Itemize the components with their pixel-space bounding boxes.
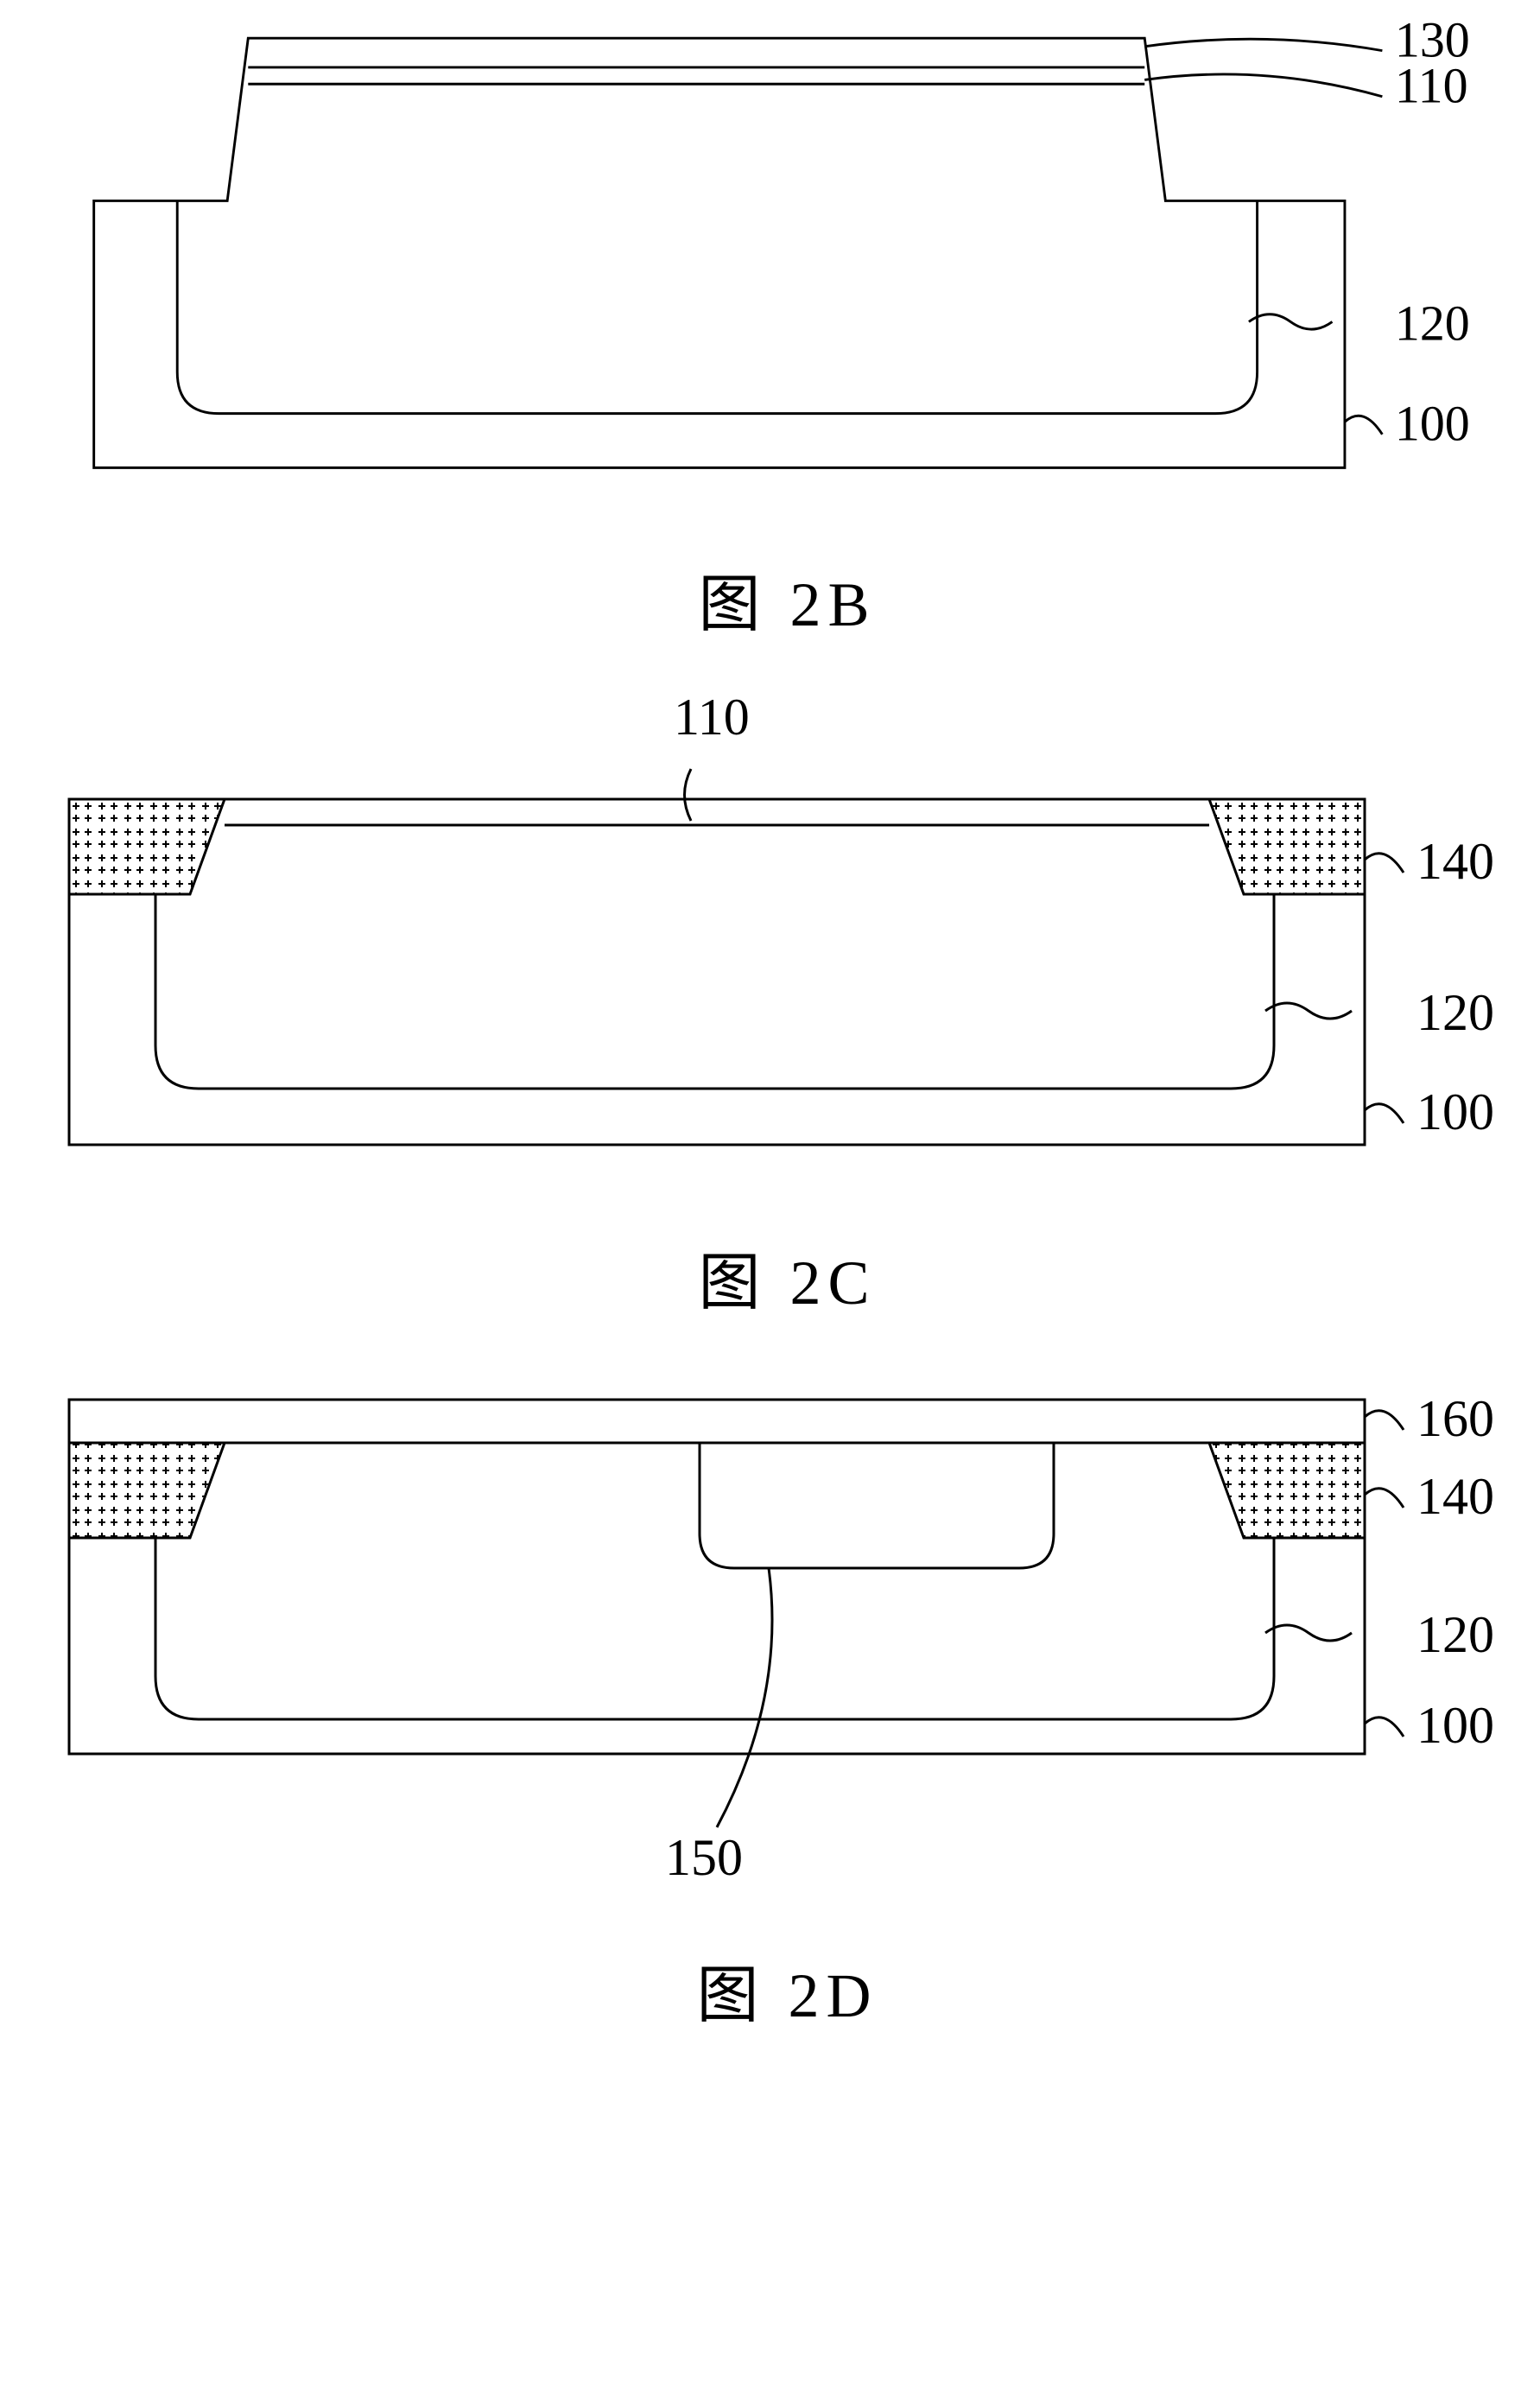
caption-2b: 图 2B xyxy=(17,553,1540,644)
figure-2b: 130110120100 图 2B xyxy=(17,17,1540,644)
svg-text:120: 120 xyxy=(1416,984,1494,1041)
svg-text:150: 150 xyxy=(665,1829,743,1886)
svg-text:100: 100 xyxy=(1416,1083,1494,1140)
svg-text:100: 100 xyxy=(1416,1697,1494,1754)
svg-text:120: 120 xyxy=(1395,295,1470,352)
diagram-2c: 110 140 120 100 xyxy=(17,695,1540,1179)
svg-text:160: 160 xyxy=(1416,1390,1494,1447)
page: 130110120100 图 2B 110140120100 图 2C 1501… xyxy=(17,17,1540,2035)
svg-text:120: 120 xyxy=(1416,1606,1494,1663)
caption-2d: 图 2D xyxy=(17,1944,1540,2035)
caption-2c: 图 2C xyxy=(17,1231,1540,1322)
svg-text:110: 110 xyxy=(674,695,750,746)
figure-2d: 150 160 140 120 100 图 2D xyxy=(17,1374,1540,2035)
diagram-2d: 150 160 140 120 100 xyxy=(17,1374,1540,1892)
diagram-2b: 130110120100 xyxy=(17,17,1540,501)
svg-text:140: 140 xyxy=(1416,833,1494,890)
svg-text:100: 100 xyxy=(1395,396,1470,452)
svg-text:140: 140 xyxy=(1416,1468,1494,1525)
svg-text:110: 110 xyxy=(1395,57,1468,113)
figure-2c: 110 140 120 100 图 2C xyxy=(17,695,1540,1322)
